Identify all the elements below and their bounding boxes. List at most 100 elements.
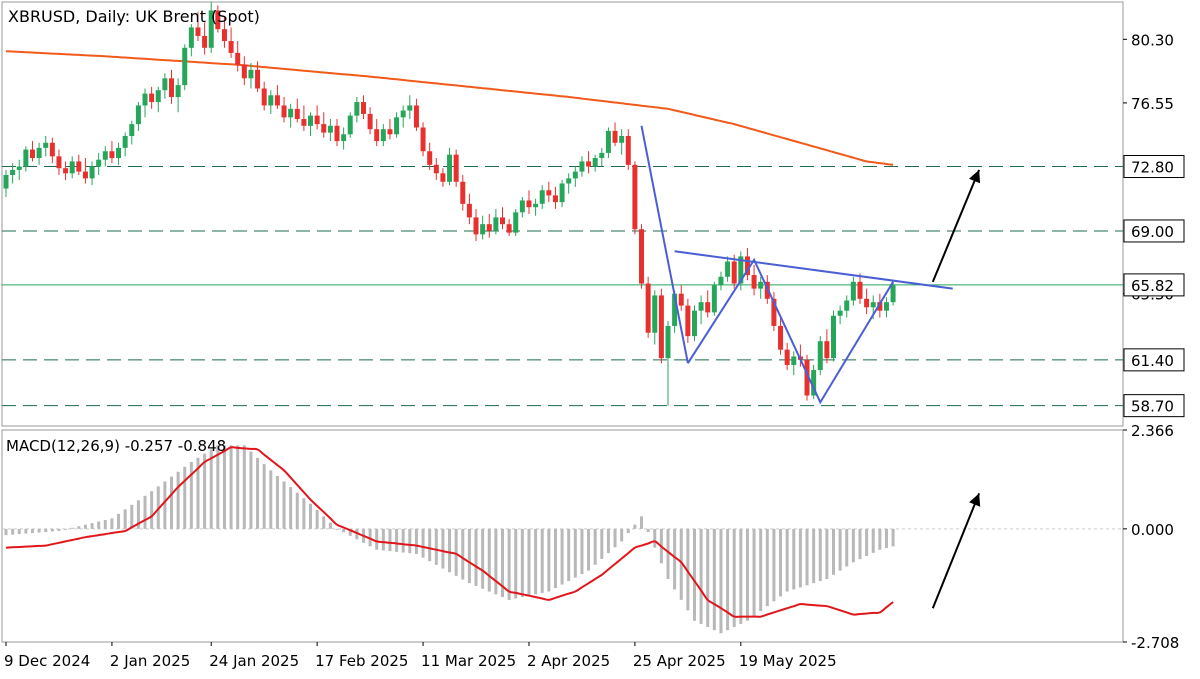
candle-body-87 xyxy=(579,161,585,172)
macd-bar-69 xyxy=(461,528,465,580)
macd-bar-116 xyxy=(772,528,776,602)
macd-bar-83 xyxy=(553,528,557,589)
candle-99 xyxy=(658,288,664,364)
level-label-box-1 xyxy=(1123,219,1185,243)
candle-106 xyxy=(705,290,711,318)
macd-bar-91 xyxy=(606,528,610,554)
candle-body-59 xyxy=(394,117,400,135)
candle-body-8 xyxy=(56,156,62,169)
candle-55 xyxy=(367,107,373,135)
macd-bar-14 xyxy=(97,521,101,529)
macd-bar-111 xyxy=(739,528,743,624)
candle-63 xyxy=(420,122,426,157)
candle-body-110 xyxy=(731,261,737,284)
candle-89 xyxy=(592,154,598,172)
macd-bar-74 xyxy=(494,528,498,595)
macd-bar-108 xyxy=(719,528,723,634)
macd-bar-131 xyxy=(871,528,875,553)
candle-body-0 xyxy=(3,174,9,189)
macd-bar-128 xyxy=(851,528,855,563)
candle-body-52 xyxy=(347,115,353,135)
macd-bar-58 xyxy=(388,528,392,552)
candle-71 xyxy=(473,208,479,242)
macd-axis-label-0: 2.366 xyxy=(1131,422,1174,440)
candle-body-94 xyxy=(625,135,631,165)
candle-17 xyxy=(116,142,122,165)
candle-body-106 xyxy=(705,302,711,313)
macd-bar-117 xyxy=(779,528,783,597)
candle-124 xyxy=(824,329,830,364)
candle-59 xyxy=(394,112,400,138)
macd-bar-11 xyxy=(77,526,81,529)
candle-31 xyxy=(208,2,214,53)
candle-body-65 xyxy=(433,164,439,174)
candle-body-7 xyxy=(49,142,55,157)
candle-127 xyxy=(844,295,850,318)
candle-body-56 xyxy=(374,129,380,142)
macd-bar-88 xyxy=(587,528,591,571)
candle-body-72 xyxy=(480,224,486,235)
candle-57 xyxy=(380,124,386,147)
candle-104 xyxy=(691,305,697,342)
candle-body-34 xyxy=(228,41,234,53)
candle-body-2 xyxy=(16,166,22,170)
macd-bar-110 xyxy=(732,528,736,628)
macd-bar-4 xyxy=(30,528,34,534)
candle-body-48 xyxy=(321,124,327,133)
candle-body-79 xyxy=(526,200,532,208)
macd-bar-123 xyxy=(818,528,822,582)
time-axis-label-0: 9 Dec 2024 xyxy=(4,652,90,670)
macd-bar-44 xyxy=(295,492,299,529)
macd-bar-89 xyxy=(593,528,597,565)
candle-body-45 xyxy=(301,119,307,126)
candle-body-92 xyxy=(612,130,618,143)
macd-bar-125 xyxy=(832,528,835,575)
macd-bar-8 xyxy=(57,528,61,531)
candle-body-112 xyxy=(744,256,750,276)
candle-body-121 xyxy=(804,359,810,396)
candle-body-90 xyxy=(599,152,605,159)
macd-bar-13 xyxy=(90,523,94,529)
candle-88 xyxy=(586,151,592,174)
candle-body-76 xyxy=(506,224,512,233)
candle-118 xyxy=(784,342,790,371)
candle-108 xyxy=(718,271,724,291)
macd-bar-37 xyxy=(249,451,253,529)
macd-bar-60 xyxy=(401,528,405,553)
macd-bar-56 xyxy=(375,528,379,550)
candle-103 xyxy=(685,298,691,343)
candle-37 xyxy=(248,63,254,89)
candle-7 xyxy=(49,137,55,164)
candle-body-41 xyxy=(274,95,280,106)
candle-body-53 xyxy=(354,102,360,116)
candle-74 xyxy=(493,208,499,235)
macd-bar-2 xyxy=(17,528,21,535)
macd-axis-label-2: -2.708 xyxy=(1131,634,1179,652)
candle-body-88 xyxy=(586,161,592,167)
time-axis-label-5: 2 Apr 2025 xyxy=(527,652,610,670)
candle-32 xyxy=(215,5,221,33)
macd-bar-80 xyxy=(534,528,538,595)
candle-body-134 xyxy=(890,285,896,303)
candle-body-93 xyxy=(619,135,625,143)
candle-70 xyxy=(466,193,472,225)
time-axis-label-6: 25 Apr 2025 xyxy=(633,652,726,670)
macd-layer xyxy=(2,445,1123,634)
macd-bar-132 xyxy=(878,528,882,550)
candle-body-73 xyxy=(486,224,492,231)
candle-body-21 xyxy=(142,93,148,106)
macd-bar-72 xyxy=(481,528,485,589)
candle-46 xyxy=(308,112,314,136)
candle-body-19 xyxy=(129,124,135,136)
macd-bar-34 xyxy=(229,445,233,529)
candle-81 xyxy=(539,185,545,209)
candle-116 xyxy=(771,292,777,332)
candle-body-105 xyxy=(698,302,704,311)
level-label-box-2 xyxy=(1123,348,1185,372)
candle-75 xyxy=(500,207,505,230)
candle-body-86 xyxy=(572,171,578,179)
candle-body-127 xyxy=(844,300,850,311)
candle-body-96 xyxy=(639,229,645,284)
macd-bar-121 xyxy=(805,528,809,586)
